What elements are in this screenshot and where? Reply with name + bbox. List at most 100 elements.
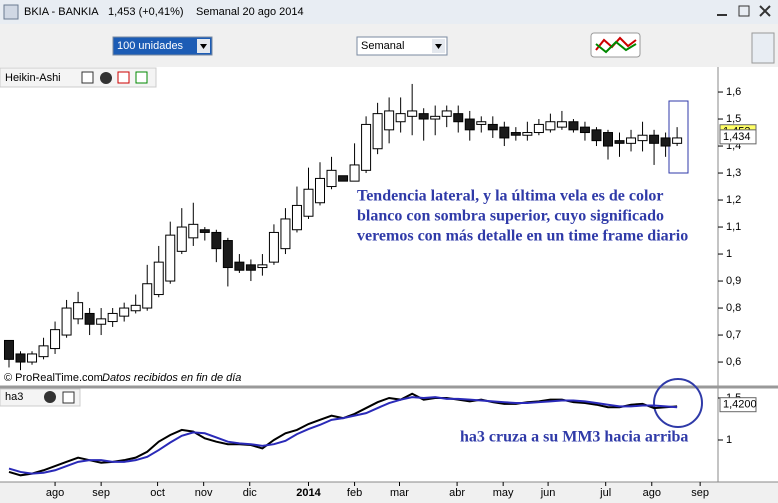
y-tick-label: 0,6 bbox=[726, 356, 741, 368]
candle-body bbox=[384, 110, 395, 131]
candle-body bbox=[338, 175, 349, 182]
candle-body bbox=[591, 129, 602, 142]
units-dropdown[interactable] bbox=[112, 36, 213, 56]
highlight-box bbox=[668, 100, 689, 174]
candle-body bbox=[487, 123, 498, 131]
y-tick-label: 1,2 bbox=[726, 194, 741, 206]
y-tick-label: 0,8 bbox=[726, 302, 741, 314]
x-tick-label: sep bbox=[92, 487, 110, 499]
candle-body bbox=[533, 123, 544, 134]
window-icon[interactable] bbox=[62, 391, 75, 404]
candle-body bbox=[545, 121, 556, 131]
side-button[interactable] bbox=[751, 32, 775, 64]
annotation: ha3 cruza a su MM3 hacia arriba bbox=[460, 429, 688, 446]
candle-body bbox=[326, 169, 337, 188]
candle-body bbox=[361, 123, 372, 171]
x-tick-label: nov bbox=[195, 487, 213, 499]
candle-body bbox=[165, 234, 176, 282]
x-tick-label: feb bbox=[347, 487, 362, 499]
x-tick-label: jun bbox=[540, 487, 556, 499]
candle-body bbox=[176, 226, 187, 252]
candle-body bbox=[649, 134, 660, 144]
panel-header bbox=[0, 388, 81, 407]
window-buttons[interactable] bbox=[717, 5, 771, 17]
candle-body bbox=[407, 110, 418, 117]
candle-body bbox=[245, 264, 256, 271]
candle-body bbox=[199, 229, 210, 233]
maximize-button[interactable] bbox=[738, 5, 750, 17]
candle-body bbox=[499, 126, 510, 139]
annotation: blanco con sombra superior, cuyo signifi… bbox=[357, 208, 664, 225]
y-tick-label: 1 bbox=[726, 434, 732, 446]
y-tick-label: 1,5 bbox=[726, 113, 741, 125]
price-label: 1,4200 bbox=[723, 399, 757, 411]
x-tick-label: dic bbox=[243, 487, 258, 499]
candle-body bbox=[73, 302, 84, 320]
candle-body bbox=[61, 307, 72, 336]
candle-body bbox=[372, 113, 383, 150]
price-label-box bbox=[719, 397, 757, 413]
candle-body bbox=[579, 126, 590, 134]
candle-body bbox=[3, 339, 14, 360]
icon bbox=[595, 40, 637, 54]
panel-title: Heikin-Ashi bbox=[5, 72, 61, 84]
candle-body bbox=[476, 121, 487, 125]
candle-body bbox=[418, 113, 429, 120]
candle-body bbox=[637, 134, 648, 142]
x-tick-label: mar bbox=[390, 487, 409, 499]
candle-body bbox=[96, 318, 107, 325]
x-tick-label: may bbox=[493, 487, 514, 499]
candle-body bbox=[522, 132, 533, 136]
close-button[interactable] bbox=[759, 5, 771, 17]
candle-body bbox=[291, 204, 302, 231]
candle-body bbox=[107, 312, 118, 323]
timeframe-dropdown[interactable] bbox=[356, 36, 448, 56]
arrow bbox=[200, 44, 207, 49]
candle-body bbox=[142, 283, 153, 309]
window-quote: 1,453 (+0,41%) bbox=[108, 6, 184, 18]
candle-body bbox=[672, 137, 683, 144]
candle-body bbox=[315, 177, 326, 204]
candle-body bbox=[153, 261, 164, 296]
close-icon[interactable] bbox=[44, 391, 56, 403]
candle-body bbox=[257, 264, 268, 269]
down-icon[interactable] bbox=[117, 71, 130, 84]
highlight-circle bbox=[653, 378, 703, 428]
y-tick-label: 0,7 bbox=[726, 329, 741, 341]
candle-body bbox=[430, 115, 441, 120]
candle-body bbox=[602, 132, 613, 147]
candle-body bbox=[303, 188, 314, 217]
candle-body bbox=[268, 231, 279, 263]
candle-body bbox=[510, 132, 521, 136]
x-tick-label: sep bbox=[691, 487, 709, 499]
candle-body bbox=[38, 345, 49, 358]
note: Datos recibidos en fin de día bbox=[102, 372, 241, 384]
candle-body bbox=[188, 223, 199, 239]
close-icon[interactable] bbox=[100, 72, 112, 84]
y-tick-label: 1,1 bbox=[726, 221, 741, 233]
window-title: BKIA - BANKIA bbox=[24, 6, 99, 18]
candle-body bbox=[222, 240, 233, 269]
window-icon[interactable] bbox=[81, 71, 94, 84]
y-tick-label: 1,6 bbox=[726, 86, 741, 98]
candle-body bbox=[27, 353, 38, 363]
candle-body bbox=[119, 307, 130, 317]
candle-body bbox=[614, 140, 625, 144]
candle-body bbox=[234, 261, 245, 271]
x-tick-label: 2014 bbox=[296, 487, 321, 499]
title-bar bbox=[0, 0, 778, 24]
candle-body bbox=[568, 121, 579, 131]
annotation: Tendencia lateral, y la última vela es d… bbox=[357, 188, 663, 205]
y-tick-label: 0,9 bbox=[726, 275, 741, 287]
timeframe-text: Semanal bbox=[361, 40, 404, 52]
series-line bbox=[8, 396, 678, 475]
x-tick-label: ago bbox=[643, 487, 661, 499]
candle-body bbox=[130, 304, 141, 312]
up-icon[interactable] bbox=[135, 71, 148, 84]
candle-body bbox=[395, 113, 406, 123]
candle-body bbox=[211, 231, 222, 250]
candle-body bbox=[50, 329, 61, 350]
units-text: 100 unidades bbox=[117, 40, 184, 52]
panel-header bbox=[0, 67, 157, 88]
